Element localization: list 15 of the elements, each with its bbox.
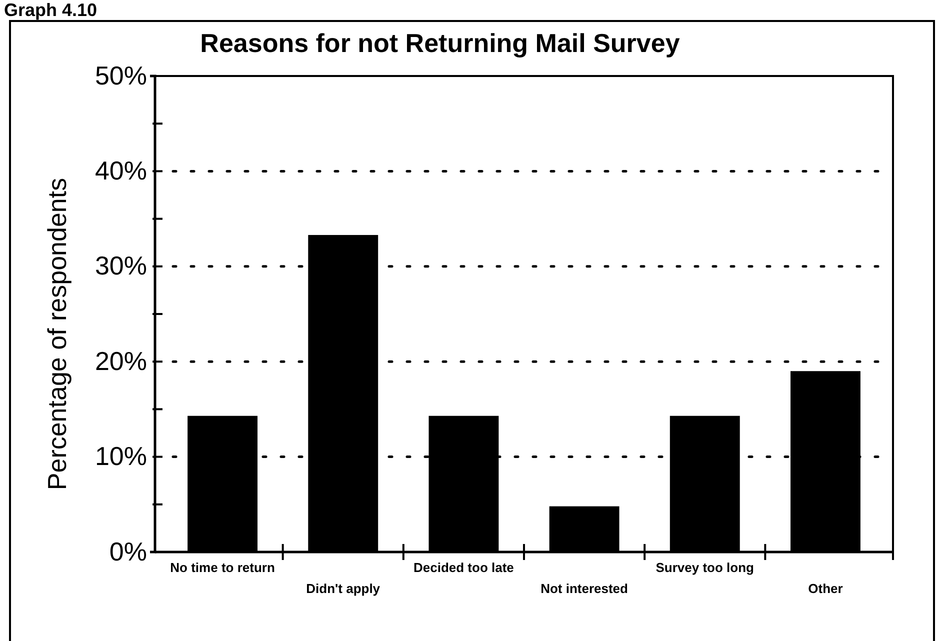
- chart-title: Reasons for not Returning Mail Survey: [200, 28, 680, 58]
- y-tick-label: 50%: [94, 60, 147, 90]
- x-tick-label: Decided too late: [413, 560, 514, 575]
- x-tick-label: Other: [808, 581, 843, 596]
- y-tick-label: 30%: [94, 250, 147, 281]
- y-tick-label: 40%: [94, 156, 147, 186]
- caption: Graph 4.10: [4, 0, 98, 20]
- x-tick-label: Survey too long: [656, 560, 754, 575]
- y-tick-label: 0%: [109, 536, 147, 566]
- x-tick-label: No time to return: [170, 560, 275, 575]
- y-tick-label: 20%: [94, 346, 147, 376]
- y-axis-title: Percentage of respondents: [42, 178, 72, 490]
- x-tick-label: Not interested: [540, 581, 628, 596]
- x-tick-label: Didn't apply: [306, 581, 381, 596]
- y-tick-label: 10%: [94, 441, 147, 472]
